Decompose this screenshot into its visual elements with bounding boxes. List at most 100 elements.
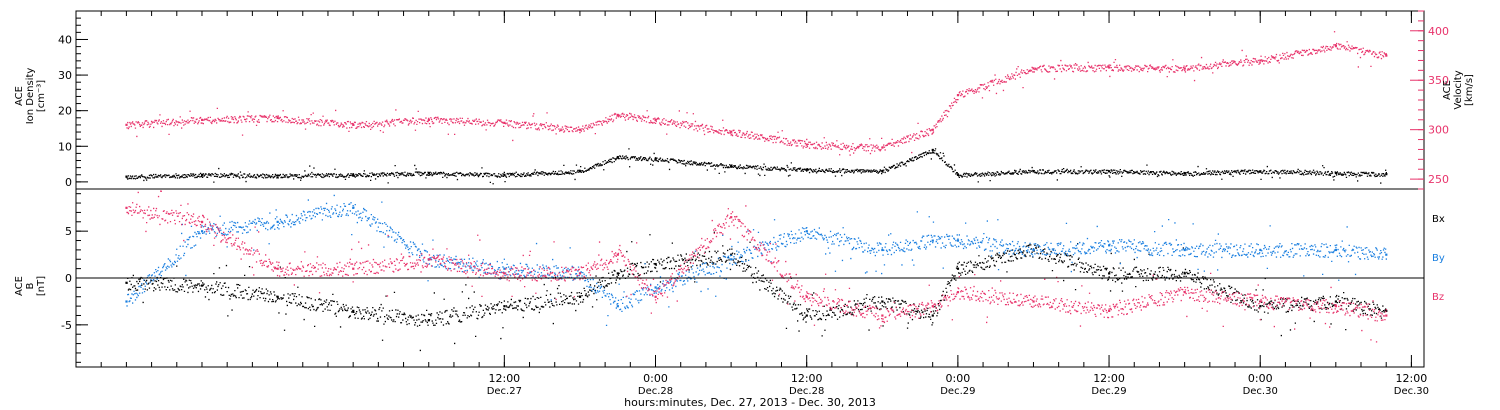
field-by-point	[276, 220, 279, 223]
field-bz-point	[956, 291, 960, 294]
ion-density-point	[881, 170, 884, 173]
velocity-point	[956, 94, 960, 97]
time-tick-label: 0:00	[643, 372, 668, 385]
date-tick-label: Dec.27	[487, 386, 522, 397]
field-bx-point	[616, 272, 619, 275]
density-axis-label-line: Ion Density	[25, 68, 36, 125]
velocity-point	[654, 118, 657, 121]
ion-density-series	[125, 148, 1388, 185]
field-bz-series	[125, 190, 1388, 343]
field-bx-point	[352, 309, 355, 312]
velocity-tick-label: 300	[1428, 124, 1449, 137]
field-bx-point	[805, 314, 808, 317]
velocity-axis-label: ACE Velocity [km/s]	[1442, 70, 1475, 109]
field-bz-point	[1259, 300, 1262, 303]
field-bx-point	[931, 314, 934, 317]
field-by-point	[125, 300, 128, 303]
ion-density-texture	[126, 148, 1387, 185]
velocity-axis-label-line: ACE	[1442, 80, 1453, 100]
field-bz-point	[1032, 300, 1035, 303]
velocity-texture	[126, 31, 1387, 156]
time-tick-label: 12:00	[791, 372, 823, 385]
velocity-point	[125, 123, 128, 126]
ion-density-point	[427, 171, 430, 175]
density-tick-label: 20	[58, 105, 72, 118]
ion-density-point	[200, 173, 204, 176]
velocity-point	[276, 116, 279, 119]
field-bz-point	[654, 295, 657, 298]
velocity-tick-label: 400	[1428, 25, 1449, 38]
field-bx-point	[1334, 300, 1338, 303]
ion-density-point	[1385, 173, 1388, 176]
ion-density-point	[616, 155, 619, 159]
field-bx-point	[578, 295, 582, 298]
field-by-point	[654, 286, 657, 289]
field-axis-label-line: [nT]	[36, 276, 47, 296]
velocity-point	[1108, 66, 1111, 69]
x-axis-label: hours:minutes, Dec. 27, 2013 - Dec. 30, …	[624, 396, 876, 409]
field-by-point	[200, 230, 204, 233]
field-by-point	[956, 239, 960, 242]
time-tick-label: 12:00	[488, 372, 520, 385]
field-by-series	[125, 194, 1388, 326]
velocity-point	[1183, 67, 1186, 70]
density-tick-label: 0	[65, 176, 72, 189]
field-bx-point	[1108, 272, 1111, 275]
velocity-tick-label: 350	[1428, 74, 1449, 87]
velocity-point	[427, 118, 430, 121]
date-tick-label: Dec.29	[1091, 386, 1126, 397]
ion-density-point	[503, 173, 506, 176]
density-axis-label-line: ACE	[14, 86, 25, 106]
legend-by: By	[1432, 253, 1445, 264]
velocity-point	[730, 130, 733, 133]
field-axis-label-line: ACE	[14, 276, 25, 296]
field-axis-label-line: B	[25, 282, 36, 289]
field-bz-point	[1385, 314, 1388, 317]
field-by-point	[616, 305, 619, 308]
velocity-tick-label: 250	[1428, 173, 1449, 186]
field-bz-point	[125, 206, 128, 209]
field-bz-point	[730, 216, 733, 219]
date-tick-label: Dec.30	[1394, 386, 1429, 397]
date-tick-label: Dec.28	[789, 386, 824, 397]
ion-density-point	[1108, 170, 1111, 173]
time-tick-label: 0:00	[1248, 372, 1273, 385]
date-tick-label: Dec.29	[940, 386, 975, 397]
density-tick-label: 10	[58, 140, 72, 153]
field-tick-label: 5	[65, 225, 72, 238]
density-tick-label: 40	[58, 33, 72, 46]
ion-density-point	[578, 170, 582, 173]
field-bx-point	[956, 267, 960, 270]
field-bz-point	[805, 295, 808, 298]
legend-bz: Bz	[1432, 292, 1444, 303]
velocity-axis-label-line: [km/s]	[1464, 74, 1475, 106]
series-layer	[125, 31, 1388, 352]
field-bx-point	[503, 305, 506, 308]
field-by-point	[805, 230, 808, 233]
time-tick-label: 12:00	[1396, 372, 1428, 385]
field-by-point	[1334, 248, 1338, 252]
density-tick-label: 30	[58, 69, 72, 82]
field-tick-label: -5	[61, 319, 72, 332]
ion-density-point	[730, 164, 733, 168]
ion-density-point	[1183, 171, 1186, 175]
ion-density-point	[125, 175, 128, 178]
date-tick-label: Dec.30	[1243, 386, 1278, 397]
field-axis-label: ACE B [nT]	[14, 276, 47, 296]
time-tick-label: 12:00	[1093, 372, 1125, 385]
date-tick-label: Dec.28	[638, 386, 673, 397]
ion-density-point	[931, 148, 934, 152]
ion-density-point	[1259, 170, 1262, 173]
field-by-point	[503, 267, 506, 270]
field-bx-point	[1259, 305, 1262, 308]
field-by-point	[730, 258, 733, 261]
field-bx-point	[276, 295, 279, 298]
ion-density-point	[805, 168, 808, 171]
field-tick-label: 0	[65, 272, 72, 285]
field-bz-point	[200, 220, 204, 223]
density-axis-label: ACE Ion Density [cm⁻³]	[14, 68, 47, 125]
field-by-point	[881, 248, 884, 252]
field-bx-point	[654, 262, 657, 266]
